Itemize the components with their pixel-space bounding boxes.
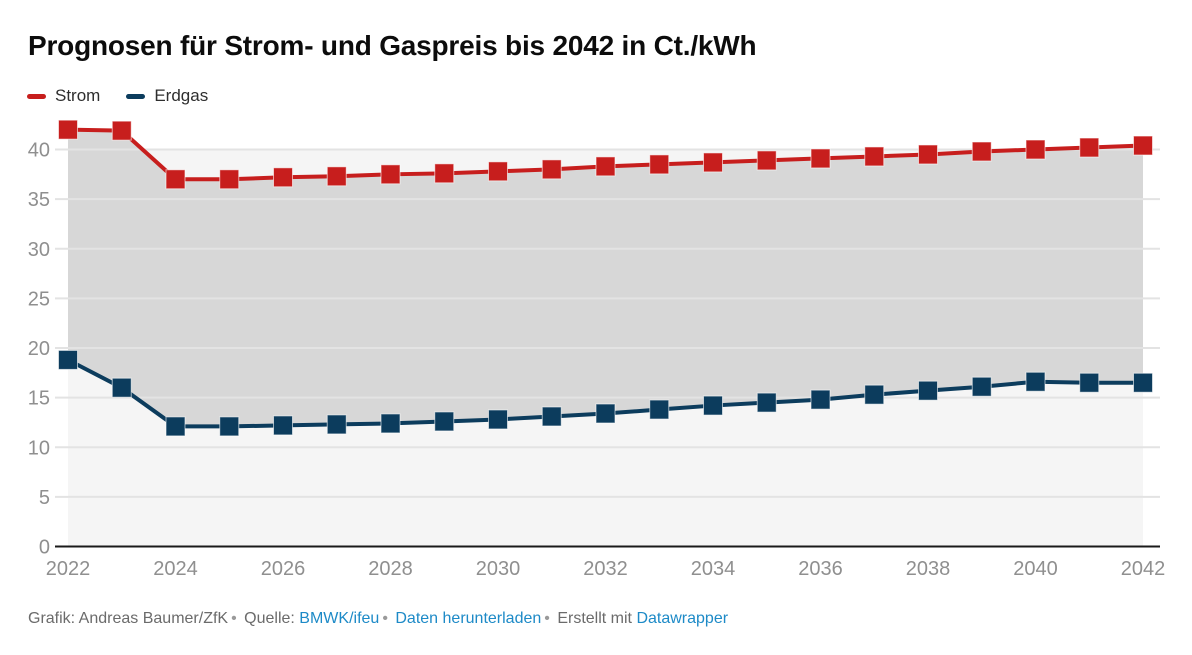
svg-text:10: 10 [28,437,50,459]
separator-dot: • [382,610,388,627]
made-with-text: Erstellt mit [557,610,632,627]
datawrapper-link[interactable]: Datawrapper [636,610,729,627]
svg-text:2034: 2034 [691,558,736,580]
svg-text:35: 35 [28,189,50,211]
separator-dot: • [231,610,237,627]
svg-text:2026: 2026 [261,558,306,580]
svg-text:2036: 2036 [798,558,843,580]
price-forecast-chart: 0 5 10 15 20 25 30 35 40 2022 2024 2026 2028 2030 2032… [28,119,1166,580]
svg-text:2038: 2038 [906,558,951,580]
svg-text:2040: 2040 [1013,558,1058,580]
svg-text:2022: 2022 [46,558,91,580]
svg-text:20: 20 [28,338,50,360]
erdgas-line-swatch-icon [126,93,146,99]
svg-text:2030: 2030 [476,558,521,580]
svg-text:25: 25 [28,288,50,310]
strom-line-swatch-icon [27,93,46,99]
credit-text: Grafik: Andreas Baumer/ZfK [28,610,229,627]
source-link[interactable]: BMWK/ifeu [299,610,380,627]
legend-item-strom: Strom [27,86,100,106]
svg-text:2028: 2028 [368,558,413,580]
source-label: Quelle: [244,610,295,627]
legend: Strom Erdgas [27,86,208,106]
svg-text:15: 15 [28,388,50,410]
svg-text:5: 5 [39,487,50,509]
svg-text:2024: 2024 [153,558,198,580]
svg-text:2042: 2042 [1121,558,1166,580]
legend-item-erdgas: Erdgas [126,86,208,106]
download-link[interactable]: Daten herunterladen [395,610,542,627]
separator-dot: • [544,610,550,627]
svg-text:30: 30 [28,239,50,261]
chart-title: Prognosen für Strom- und Gaspreis bis 20… [28,30,757,61]
svg-text:0: 0 [39,537,50,559]
svg-text:2032: 2032 [583,558,628,580]
legend-label-erdgas: Erdgas [154,86,209,105]
legend-label-strom: Strom [55,86,101,105]
svg-text:40: 40 [28,140,50,162]
footer-byline: Grafik: Andreas Baumer/ZfK • Quelle: BMWK… [28,610,1178,628]
